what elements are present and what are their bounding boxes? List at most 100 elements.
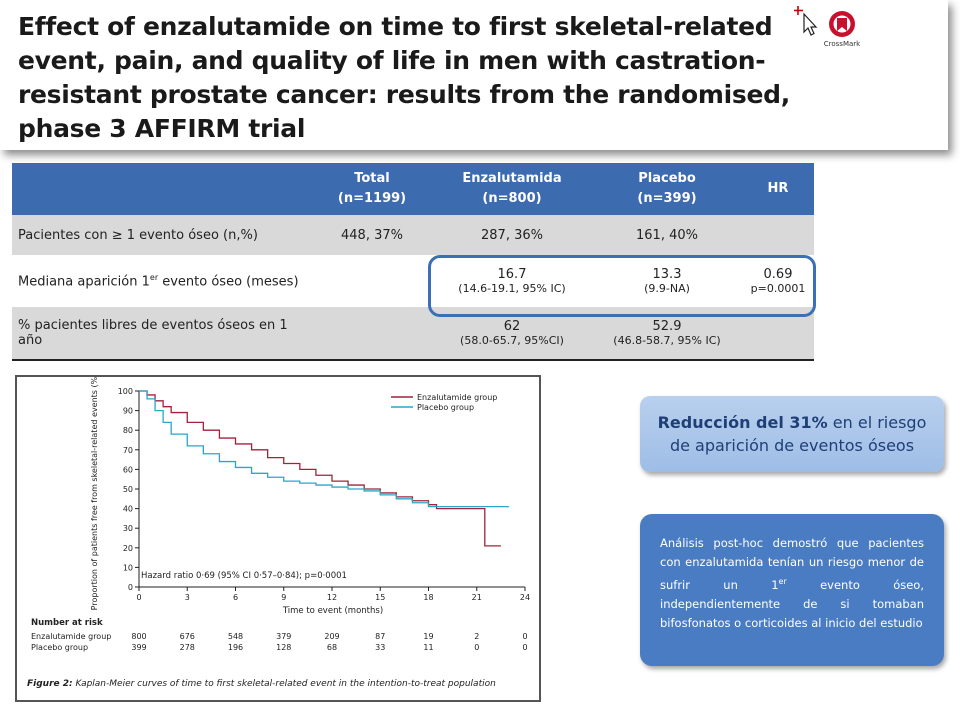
title-banner: Effect of enzalutamide on time to first …	[0, 0, 948, 150]
x-tick-label: 18	[423, 593, 433, 602]
crossmark-icon	[829, 11, 855, 37]
at-risk-value: 33	[375, 643, 385, 652]
header-total-n: (n=1199)	[337, 191, 407, 206]
cell-hr	[742, 215, 814, 255]
cell-hr-value: 0.69	[763, 267, 793, 282]
cell-enza: 62 (58.0-65.7, 95%CI)	[432, 307, 592, 361]
header-total: Total (n=1199)	[312, 163, 432, 215]
at-risk-value: 0	[474, 643, 479, 652]
at-risk-value: 68	[327, 643, 337, 652]
y-tick-label: 100	[118, 387, 133, 396]
y-tick-label: 90	[123, 407, 133, 416]
cell-total	[312, 307, 432, 361]
x-tick-label: 12	[327, 593, 337, 602]
x-tick-label: 9	[281, 593, 286, 602]
x-tick-label: 6	[233, 593, 238, 602]
cell-placebo: 13.3 (9.9-NA)	[592, 255, 742, 307]
cell-total: 448, 37%	[312, 215, 432, 255]
cell-placebo-ci: (9.9-NA)	[644, 282, 690, 295]
km-series-placebo	[139, 390, 509, 508]
row-label: Pacientes con ≥ 1 evento óseo (n,%)	[12, 215, 312, 255]
y-tick-label: 40	[123, 505, 133, 514]
figure-caption-text: Kaplan-Meier curves of time to first ske…	[72, 679, 496, 689]
cell-placebo: 52.9 (46.8-58.7, 95% IC)	[592, 307, 742, 361]
y-tick-label: 50	[123, 485, 133, 494]
cell-total	[312, 255, 432, 307]
at-risk-value: 676	[180, 632, 195, 641]
y-tick-label: 30	[123, 524, 133, 533]
cell-enza-value: 62	[503, 319, 521, 334]
header-total-name: Total	[354, 171, 390, 186]
x-tick-label: 21	[472, 593, 482, 602]
header-placebo-n: (n=399)	[637, 191, 697, 206]
callout2-sup: er	[778, 577, 787, 586]
cell-placebo-value: 13.3	[652, 267, 682, 282]
at-risk-value: 128	[276, 643, 291, 652]
table-row: Pacientes con ≥ 1 evento óseo (n,%) 448,…	[12, 215, 814, 255]
x-axis-label: Time to event (months)	[282, 606, 383, 616]
y-tick-label: 10	[123, 563, 133, 572]
table-row: Mediana aparición 1er evento óseo (meses…	[12, 255, 814, 307]
at-risk-value: 2	[474, 632, 479, 641]
header-enza-name: Enzalutamida	[462, 171, 562, 186]
cell-hr: 0.69 p=0.0001	[742, 255, 814, 307]
legend-label: Placebo group	[417, 403, 474, 412]
cell-enza-value: 16.7	[497, 267, 527, 282]
callout1-rest: en el riesgo de aparición de eventos óse…	[669, 413, 927, 455]
at-risk-value: 800	[131, 632, 146, 641]
header-blank	[12, 163, 312, 215]
header-placebo-name: Placebo	[638, 171, 696, 186]
at-risk-value: 19	[423, 632, 433, 641]
row-label: % pacientes libres de eventos óseos en 1…	[12, 307, 312, 361]
km-figure-frame: 0 10 20 30 40 50 60 70 80 90 100 0 3 6 9 12 15 18 21 24 Enz…	[15, 375, 541, 702]
x-tick-label: 15	[375, 593, 385, 602]
at-risk-value: 399	[131, 643, 146, 652]
risk-reduction-callout: Reducción del 31% en el riesgo de aparic…	[640, 396, 944, 472]
cell-enza: 16.7 (14.6-19.1, 95% IC)	[432, 255, 592, 307]
at-risk-value: 548	[228, 632, 243, 641]
table-header-row: Total (n=1199) Enzalutamida (n=800) Placeb…	[12, 163, 814, 215]
at-risk-row-label: Enzalutamide group	[31, 632, 111, 641]
y-tick-label: 60	[123, 465, 133, 474]
y-tick-label: 70	[123, 446, 133, 455]
mouse-pointer-icon	[794, 6, 818, 36]
row-label-sup: er	[149, 272, 159, 282]
figure-caption-prefix: Figure 2:	[27, 679, 73, 689]
post-hoc-analysis-callout: Análisis post-hoc demostró que pacientes…	[640, 514, 944, 666]
at-risk-value: 87	[375, 632, 385, 641]
km-series-enzalutamide	[139, 390, 501, 547]
at-risk-value: 379	[276, 632, 291, 641]
figure-caption: Figure 2: Kaplan-Meier curves of time to…	[27, 679, 496, 689]
x-tick-label: 0	[136, 593, 141, 602]
x-tick-label: 3	[185, 593, 190, 602]
results-table: Total (n=1199) Enzalutamida (n=800) Placeb…	[12, 163, 814, 361]
y-tick-label: 20	[123, 544, 133, 553]
y-tick-label: 80	[123, 426, 133, 435]
row-label-post: evento óseo (meses)	[158, 274, 299, 290]
at-risk-value: 196	[228, 643, 243, 652]
callout1-text: Reducción del 31% en el riesgo de aparic…	[652, 411, 932, 457]
cell-placebo: 161, 40%	[592, 215, 742, 255]
crossmark-label: CrossMark	[823, 40, 861, 48]
at-risk-row-label: Placebo group	[31, 643, 88, 652]
y-axis-label: Proportion of patients free from skeleta…	[90, 377, 99, 610]
hazard-ratio-annotation: Hazard ratio 0·69 (95% CI 0·57–0·84); p=…	[141, 571, 347, 581]
row-label-pre: Mediana aparición 1	[18, 274, 150, 290]
cell-enza: 287, 36%	[432, 215, 592, 255]
at-risk-value: 11	[423, 643, 433, 652]
header-enza-n: (n=800)	[482, 191, 542, 206]
x-tick-label: 24	[520, 593, 530, 602]
header-enzalutamida: Enzalutamida (n=800)	[432, 163, 592, 215]
cell-enza-ci: (58.0-65.7, 95%CI)	[460, 334, 564, 347]
at-risk-value: 278	[180, 643, 195, 652]
article-title: Effect of enzalutamide on time to first …	[18, 12, 790, 143]
crossmark-badge[interactable]: CrossMark	[820, 10, 864, 50]
at-risk-title: Number at risk	[31, 618, 103, 628]
at-risk-value: 0	[522, 643, 527, 652]
callout2-pre: Análisis post-hoc demostró que pacientes…	[660, 536, 924, 592]
y-tick-label: 0	[128, 583, 133, 592]
cell-placebo-ci: (46.8-58.7, 95% IC)	[613, 334, 721, 347]
cell-enza-ci: (14.6-19.1, 95% IC)	[458, 282, 566, 295]
callout2-post: evento óseo, independientemente de si to…	[660, 577, 924, 630]
